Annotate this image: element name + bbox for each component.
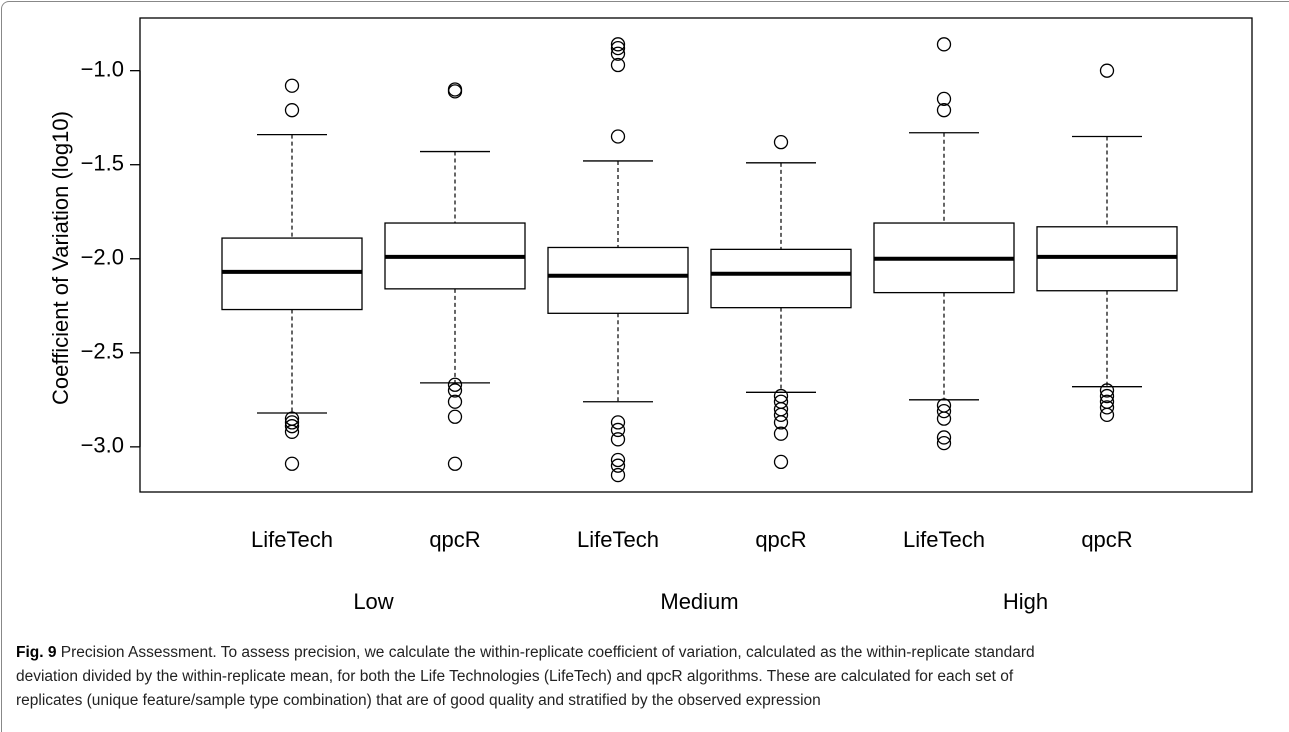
outlier [284, 78, 300, 93]
x-tick-label: LifeTech [251, 527, 333, 552]
outlier [447, 383, 463, 398]
x-tick-label: LifeTech [577, 527, 659, 552]
caption-line: deviation divided by the within-replicat… [16, 668, 1014, 685]
outlier [610, 37, 626, 52]
outlier [1099, 63, 1115, 78]
outlier [773, 394, 789, 409]
group-label: Medium [660, 589, 738, 614]
x-tick-label: qpcR [429, 527, 480, 552]
outlier [610, 415, 626, 430]
outlier [936, 411, 952, 426]
outlier [447, 84, 463, 99]
outlier [936, 435, 952, 451]
outlier [610, 452, 626, 468]
outlier [936, 398, 952, 413]
outlier [610, 467, 626, 483]
x-tick-label: LifeTech [903, 527, 985, 552]
box [547, 246, 689, 314]
y-tick-label: −1.0 [81, 56, 124, 81]
outlier [936, 403, 952, 419]
outlier [773, 407, 789, 423]
outlier [610, 40, 626, 56]
y-tick-label: −2.0 [81, 245, 124, 270]
outlier [1099, 388, 1115, 404]
outlier [773, 454, 789, 470]
outlier [284, 424, 300, 439]
outlier [773, 134, 789, 150]
outlier [773, 388, 789, 404]
outlier [610, 129, 626, 144]
outlier [936, 103, 952, 118]
outlier [447, 409, 463, 424]
outlier [773, 402, 789, 417]
caption-line: replicates (unique feature/sample type c… [16, 692, 821, 709]
outlier [610, 46, 626, 61]
outlier [936, 430, 952, 445]
outlier [1099, 400, 1115, 415]
x-tick-label: qpcR [755, 527, 806, 552]
outlier [284, 103, 300, 118]
caption-line: Precision Assessment. To assess precisio… [60, 644, 1035, 661]
chart: Coefficient of Variation (log10) −1.0 −1.… [48, 17, 1253, 614]
outlier [936, 37, 952, 52]
outlier [1099, 383, 1115, 398]
outlier [284, 419, 300, 434]
outlier [610, 57, 626, 73]
caption: Fig. 9 Precision Assessment. To assess p… [16, 641, 1035, 713]
outlier [447, 377, 463, 392]
outlier [773, 415, 789, 430]
group-label: Low [353, 589, 393, 614]
outlier [610, 432, 626, 447]
x-tick-label: qpcR [1081, 527, 1132, 552]
outlier [773, 426, 789, 441]
box [710, 248, 852, 309]
outlier [936, 91, 952, 107]
outlier [284, 415, 300, 430]
outlier [447, 394, 463, 409]
outlier [610, 422, 626, 438]
outlier [447, 456, 463, 471]
group-label: High [1003, 589, 1048, 614]
outlier [610, 458, 626, 473]
outlier [1099, 407, 1115, 423]
y-tick-label: −3.0 [81, 433, 124, 458]
y-tick-label: −1.5 [81, 151, 124, 176]
caption-label: Fig. 9 [16, 644, 57, 661]
y-tick-label: −2.5 [81, 339, 124, 364]
outlier [284, 456, 300, 471]
y-axis-label: Coefficient of Variation (log10) [48, 111, 73, 405]
